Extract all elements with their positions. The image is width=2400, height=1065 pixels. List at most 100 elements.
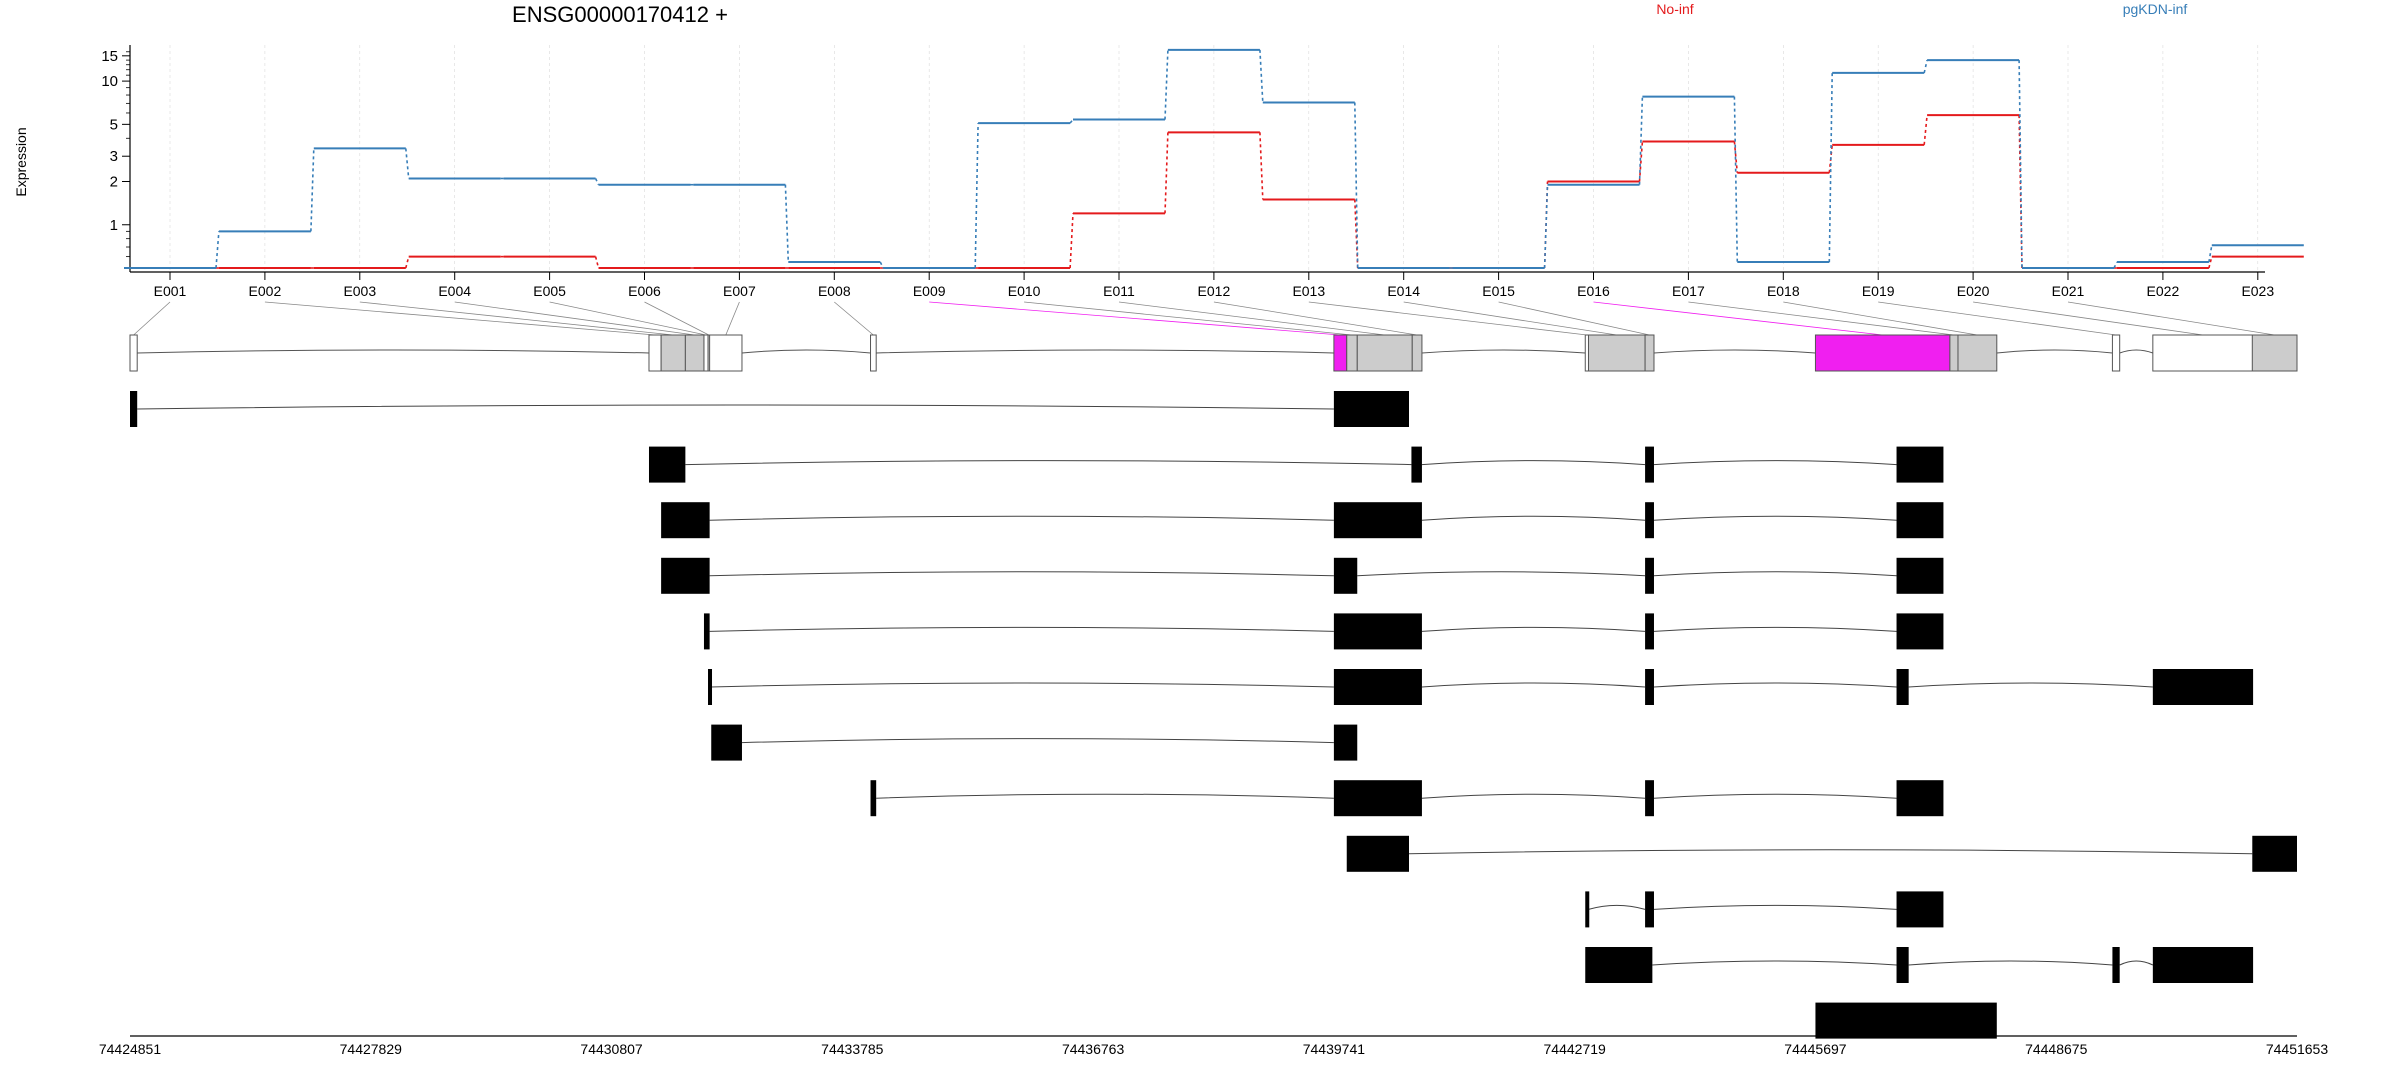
transcript-exon <box>1645 669 1654 705</box>
transcript-6 <box>708 669 2254 705</box>
connector-e016 <box>1593 301 1883 336</box>
connector-e008 <box>834 301 874 336</box>
connector-e015 <box>1498 301 1650 336</box>
transcript-10 <box>1585 891 1944 928</box>
exon-e008 <box>870 334 877 372</box>
transcript-exon <box>648 446 686 483</box>
x-tick-label: E019 <box>1862 283 1895 299</box>
connector-e019 <box>1878 301 2117 336</box>
series-transition <box>1543 184 1549 269</box>
transcript-intron <box>710 682 2153 688</box>
series-transition <box>405 148 410 179</box>
series-transition <box>2018 60 2023 269</box>
y-tick-label: 10 <box>101 73 118 90</box>
genomic-tick-label: 74451653 <box>2266 1041 2329 1057</box>
transcript-exon <box>703 613 710 650</box>
transcript-exon <box>1333 391 1410 427</box>
connector-e011 <box>1118 301 1385 336</box>
transcript-12 <box>1815 1002 1997 1039</box>
series-transition <box>2113 261 2118 269</box>
connector-e007 <box>725 301 740 336</box>
transcript-exon <box>2152 947 2254 983</box>
series-transition <box>1259 132 1264 200</box>
exon-e017 <box>1949 334 1959 372</box>
y-tick-label: 1 <box>110 217 118 234</box>
transcript-intron <box>685 460 1897 466</box>
x-tick-label: E013 <box>1292 283 1325 299</box>
connector-e010 <box>1024 301 1353 336</box>
transcript-intron <box>876 793 1897 799</box>
transcript-intron <box>137 404 1334 410</box>
connector-e009 <box>929 301 1341 336</box>
x-tick-label: E020 <box>1957 283 1990 299</box>
transcript-exon <box>1896 780 1944 817</box>
transcript-exon <box>1645 502 1654 539</box>
transcript-exon <box>1346 835 1410 872</box>
transcript-exon <box>130 391 138 427</box>
connector-e021 <box>2067 301 2275 336</box>
genomic-axis: 74424851 74427829 74430807 74433785 74436763… <box>99 1035 2329 1057</box>
x-tick-label: E014 <box>1387 283 1420 299</box>
x-tick-label: E021 <box>2052 283 2085 299</box>
transcript-exon <box>1333 502 1422 539</box>
exon-e002 <box>648 334 662 372</box>
genomic-tick-label: 74430807 <box>580 1041 643 1057</box>
exon-connectors <box>133 301 2275 336</box>
x-tick-label: E010 <box>1008 283 1041 299</box>
connector-e003 <box>359 301 674 336</box>
series-transition <box>2018 115 2023 269</box>
transcript-exon <box>1896 613 1944 650</box>
transcript-exon <box>1896 891 1944 928</box>
transcript-exon <box>1333 724 1358 761</box>
transcript-exon <box>2152 669 2254 705</box>
x-tick-label: E004 <box>438 283 471 299</box>
y-tick-label: 15 <box>101 48 118 65</box>
transcript-exon <box>1896 502 1944 539</box>
genomic-tick-label: 74436763 <box>1062 1041 1125 1057</box>
exon-e014 <box>1587 334 1646 372</box>
transcript-exon <box>1645 557 1654 594</box>
connector-e004 <box>454 301 695 336</box>
y-tick-label: 3 <box>110 148 118 165</box>
transcript-exon <box>1645 780 1654 817</box>
transcript-5 <box>703 613 1944 650</box>
x-tick-label: E003 <box>343 283 376 299</box>
x-tick-label: E009 <box>913 283 946 299</box>
series-pgkdn-inf <box>124 48 2304 269</box>
transcript-exon <box>2112 947 2120 983</box>
y-tick-label: 5 <box>110 116 118 133</box>
transcript-exon <box>1896 557 1944 594</box>
axes: 1 2 3 5 10 15 E001 E002 E003 E004 E005 E006 E007 E008… <box>101 45 2274 299</box>
exon-e018 <box>1957 334 1998 372</box>
transcript-3 <box>661 502 1944 539</box>
connector-e012 <box>1213 301 1418 336</box>
series-transition <box>1923 59 1928 74</box>
transcript-intron <box>1408 849 2253 855</box>
exon-e001 <box>129 334 138 372</box>
series-transition <box>1733 141 1739 173</box>
x-tick-label: E023 <box>2241 283 2274 299</box>
series-transition <box>1164 49 1169 120</box>
transcript-intron <box>741 738 1334 744</box>
y-tick-label: 2 <box>110 174 118 191</box>
x-tick-label: E016 <box>1577 283 1610 299</box>
series-transition <box>1164 132 1169 214</box>
x-tick-label: E022 <box>2147 283 2180 299</box>
transcript-9 <box>1346 835 2297 872</box>
transcript-intron <box>1588 904 1897 910</box>
exon-e015 <box>1644 334 1655 372</box>
transcript-exon <box>708 669 713 705</box>
exon-e016 <box>1814 334 1951 372</box>
transcript-exon <box>1896 446 1944 483</box>
genomic-tick-label: 74445697 <box>1784 1041 1847 1057</box>
connector-e014 <box>1403 301 1617 336</box>
genomic-tick-label: 74439741 <box>1303 1041 1366 1057</box>
gridlines <box>169 45 2259 272</box>
transcript-11 <box>1585 947 2254 983</box>
connector-e017 <box>1688 301 1954 336</box>
series-transition <box>2208 256 2213 269</box>
x-tick-label: E011 <box>1103 283 1135 299</box>
y-axis-label: Expression <box>13 127 29 196</box>
series-transition <box>310 148 315 232</box>
